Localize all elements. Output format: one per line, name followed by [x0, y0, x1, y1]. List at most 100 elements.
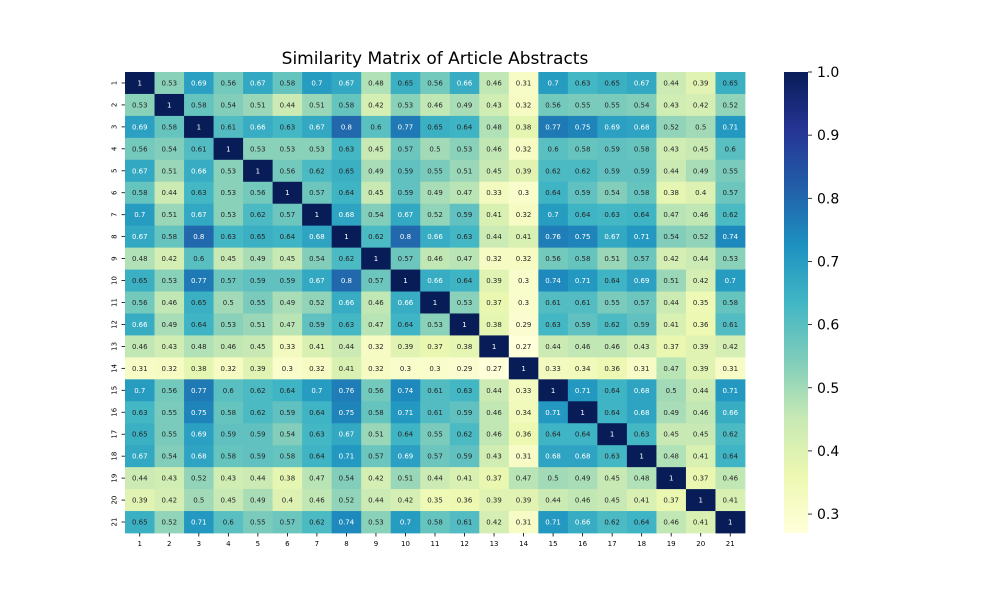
heatmap-cell [715, 203, 746, 227]
cell-value-label: 0.41 [457, 475, 473, 483]
heatmap-cell [538, 247, 569, 270]
heatmap-cell [420, 269, 451, 292]
cell-value-label: 0.41 [693, 453, 709, 461]
cell-value-label: 0.69 [191, 431, 207, 439]
heatmap-cell [361, 291, 392, 314]
heatmap-cell [331, 467, 362, 490]
cell-value-label: 0.45 [221, 255, 237, 263]
heatmap-cell [302, 93, 333, 117]
cell-value-label: 0.64 [191, 321, 207, 329]
cell-value-label: 0.59 [634, 167, 650, 175]
heatmap-cell [125, 269, 155, 292]
heatmap-cell [626, 401, 657, 424]
cell-value-label: 0.38 [663, 189, 679, 197]
heatmap-cell [538, 335, 569, 358]
heatmap-cell [449, 291, 480, 314]
cell-value-label: 0.68 [575, 453, 591, 461]
heatmap-cell [538, 511, 569, 534]
cell-value-label: 0.53 [221, 167, 237, 175]
x-tick-label: 9 [374, 540, 378, 548]
cell-value-label: 0.58 [575, 255, 591, 263]
heatmap-cell [331, 291, 362, 314]
cell-value-label: 0.47 [368, 321, 384, 329]
heatmap-cell [390, 137, 421, 161]
heatmap-cell [302, 115, 333, 139]
colorbar-tick-label: 0.9 [817, 128, 839, 144]
cell-value-label: 0.7 [311, 79, 322, 87]
heatmap-cell [390, 203, 421, 227]
cell-value-label: 1 [256, 167, 260, 175]
cell-value-label: 0.56 [545, 101, 561, 109]
heatmap-cell [361, 93, 392, 117]
cell-value-label: 0.59 [634, 321, 650, 329]
cell-value-label: 0.63 [339, 145, 355, 153]
cell-value-label: 0.58 [280, 79, 296, 87]
heatmap-cell [361, 203, 392, 227]
cell-value-label: 0.66 [575, 519, 591, 527]
heatmap-cell [213, 93, 244, 117]
heatmap-cell [302, 445, 333, 468]
cell-value-label: 0.6 [370, 123, 382, 131]
heatmap-cell [656, 181, 687, 205]
heatmap-cell [538, 467, 569, 490]
heatmap-cell [626, 445, 657, 468]
heatmap-cell [390, 357, 421, 380]
heatmap-cell [154, 225, 185, 249]
cell-value-label: 0.67 [398, 211, 414, 219]
heatmap-cell [567, 423, 598, 446]
heatmap-cell [390, 379, 421, 402]
cell-value-label: 0.44 [486, 387, 502, 395]
chart-title: Similarity Matrix of Article Abstracts [282, 49, 589, 69]
heatmap-cell [567, 115, 598, 139]
cell-value-label: 0.41 [309, 343, 325, 351]
cell-value-label: 0.5 [695, 123, 706, 131]
heatmap-cell [272, 93, 303, 117]
heatmap-cell [420, 93, 451, 117]
cell-value-label: 0.55 [250, 519, 266, 527]
heatmap-cell [656, 225, 687, 249]
cell-value-label: 0.52 [191, 475, 207, 483]
heatmap-cell [243, 181, 274, 205]
cell-value-label: 0.68 [191, 453, 207, 461]
heatmap-cell [331, 159, 362, 183]
cell-value-label: 0.5 [666, 387, 677, 395]
heatmap-cell [567, 225, 598, 249]
cell-value-label: 0.62 [722, 211, 738, 219]
cell-value-label: 0.63 [545, 321, 561, 329]
heatmap-cell [656, 357, 687, 380]
cell-value-label: 0.46 [486, 409, 502, 417]
heatmap-cell [420, 489, 451, 512]
colorbar-tick-label: 0.5 [817, 381, 839, 397]
heatmap-cell [213, 467, 244, 490]
heatmap-cell [302, 269, 333, 292]
heatmap-cell [154, 489, 185, 512]
cell-value-label: 0.42 [693, 101, 709, 109]
heatmap-cell [272, 467, 303, 490]
heatmap-cell [656, 445, 687, 468]
heatmap-cell [272, 489, 303, 512]
heatmap-cell [449, 247, 480, 270]
heatmap-cell [685, 401, 716, 424]
heatmap-cell [272, 203, 303, 227]
cell-value-label: 0.43 [634, 343, 650, 351]
cell-value-label: 0.67 [634, 79, 650, 87]
cell-value-label: 0.75 [575, 233, 591, 241]
cell-value-label: 0.31 [516, 519, 532, 527]
cell-value-label: 0.77 [191, 387, 207, 395]
y-tick-label: 1 [111, 81, 119, 85]
cell-value-label: 0.54 [663, 233, 679, 241]
heatmap-cell [302, 159, 333, 183]
cell-value-label: 0.46 [427, 255, 443, 263]
cell-value-label: 0.53 [221, 321, 237, 329]
heatmap-cell [685, 313, 716, 336]
heatmap-cell [331, 401, 362, 424]
heatmap-cell [538, 357, 569, 380]
cell-value-label: 1 [403, 277, 407, 285]
cell-value-label: 0.62 [250, 211, 266, 219]
heatmap-cell [597, 511, 628, 534]
cell-value-label: 0.45 [604, 475, 620, 483]
heatmap-cell [213, 203, 244, 227]
cell-value-label: 0.46 [693, 211, 709, 219]
heatmap-cell [213, 313, 244, 336]
heatmap-cell [243, 72, 274, 95]
